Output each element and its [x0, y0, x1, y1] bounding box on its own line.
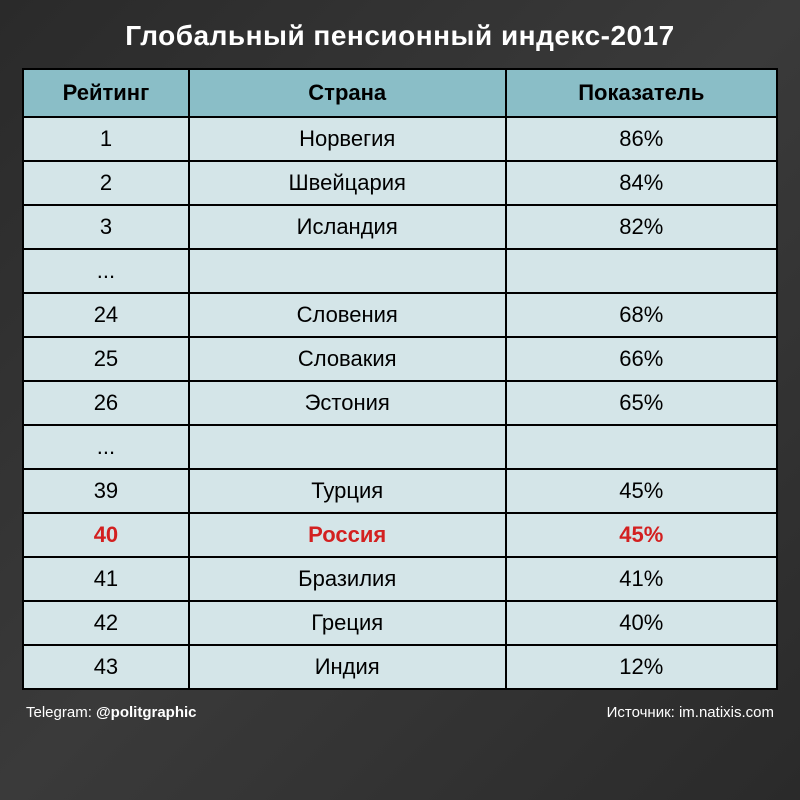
cell-rank: 43: [23, 645, 189, 689]
cell-score: 45%: [506, 513, 777, 557]
table-header-row: Рейтинг Страна Показатель: [23, 69, 777, 117]
table-row: 3Исландия82%: [23, 205, 777, 249]
cell-country: Швейцария: [189, 161, 506, 205]
table-row: 40Россия45%: [23, 513, 777, 557]
cell-country: Словения: [189, 293, 506, 337]
cell-country: Норвегия: [189, 117, 506, 161]
table-row: 24Словения68%: [23, 293, 777, 337]
table-row: 41Бразилия41%: [23, 557, 777, 601]
page-title: Глобальный пенсионный индекс-2017: [22, 20, 778, 52]
table-row: 42Греция40%: [23, 601, 777, 645]
table-row: 1Норвегия86%: [23, 117, 777, 161]
cell-score: 12%: [506, 645, 777, 689]
cell-score: 68%: [506, 293, 777, 337]
cell-rank: ...: [23, 425, 189, 469]
cell-country: Россия: [189, 513, 506, 557]
column-header-score: Показатель: [506, 69, 777, 117]
table-row: 26Эстония65%: [23, 381, 777, 425]
footer-source-label: Источник:: [607, 704, 675, 721]
cell-country: [189, 425, 506, 469]
footer-telegram-handle: @politgraphic: [96, 704, 196, 721]
cell-rank: 25: [23, 337, 189, 381]
cell-country: [189, 249, 506, 293]
table-row: 25Словакия66%: [23, 337, 777, 381]
cell-rank: 24: [23, 293, 189, 337]
cell-rank: 42: [23, 601, 189, 645]
table-row: ...: [23, 249, 777, 293]
cell-score: 45%: [506, 469, 777, 513]
cell-score: 41%: [506, 557, 777, 601]
cell-score: 86%: [506, 117, 777, 161]
footer-telegram-label: Telegram:: [26, 704, 92, 721]
cell-rank: 1: [23, 117, 189, 161]
cell-rank: 2: [23, 161, 189, 205]
cell-country: Словакия: [189, 337, 506, 381]
cell-rank: ...: [23, 249, 189, 293]
cell-rank: 40: [23, 513, 189, 557]
table-row: ...: [23, 425, 777, 469]
cell-country: Турция: [189, 469, 506, 513]
cell-rank: 39: [23, 469, 189, 513]
footer: Telegram: @politgraphic Источник: im.nat…: [22, 704, 778, 721]
table-row: 43Индия12%: [23, 645, 777, 689]
cell-rank: 41: [23, 557, 189, 601]
footer-source: Источник: im.natixis.com: [607, 704, 774, 721]
column-header-country: Страна: [189, 69, 506, 117]
cell-score: 66%: [506, 337, 777, 381]
cell-country: Эстония: [189, 381, 506, 425]
cell-score: 40%: [506, 601, 777, 645]
cell-rank: 3: [23, 205, 189, 249]
cell-score: [506, 249, 777, 293]
cell-score: 84%: [506, 161, 777, 205]
cell-country: Бразилия: [189, 557, 506, 601]
cell-score: 65%: [506, 381, 777, 425]
table-row: 2Швейцария84%: [23, 161, 777, 205]
footer-telegram: Telegram: @politgraphic: [26, 704, 197, 721]
cell-country: Исландия: [189, 205, 506, 249]
cell-score: 82%: [506, 205, 777, 249]
cell-country: Греция: [189, 601, 506, 645]
cell-country: Индия: [189, 645, 506, 689]
column-header-rank: Рейтинг: [23, 69, 189, 117]
footer-source-value: im.natixis.com: [679, 704, 774, 721]
cell-score: [506, 425, 777, 469]
pension-index-table: Рейтинг Страна Показатель 1Норвегия86%2Ш…: [22, 68, 778, 690]
cell-rank: 26: [23, 381, 189, 425]
table-row: 39Турция45%: [23, 469, 777, 513]
